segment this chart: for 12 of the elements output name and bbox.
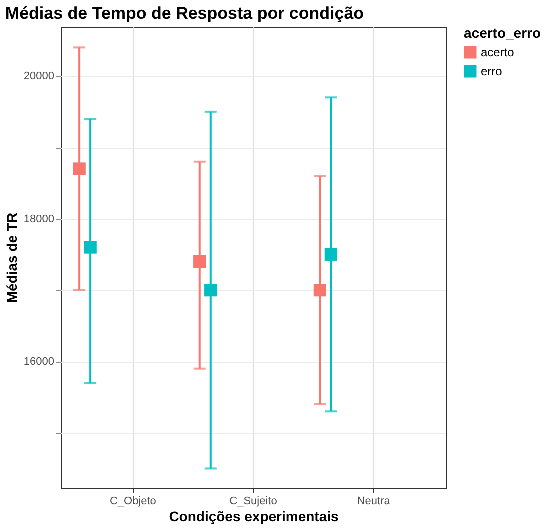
legend-label: acerto	[481, 46, 515, 60]
legend-label: erro	[481, 64, 503, 78]
y-axis-title: Médias de TR	[4, 212, 20, 304]
y-tick-label: 16000	[24, 356, 54, 368]
x-axis-title: Condições experimentais	[169, 508, 340, 524]
x-tick-label: C_Sujeito	[230, 496, 278, 508]
y-tick-label: 20000	[24, 70, 54, 83]
x-tick-label: C_Objeto	[110, 496, 156, 508]
chart-title: Médias de Tempo de Resposta por condição	[5, 4, 364, 23]
y-tick-label: 18000	[24, 213, 54, 226]
x-tick-label: Neutra	[357, 496, 392, 508]
legend-title: acerto_erro	[464, 25, 542, 41]
